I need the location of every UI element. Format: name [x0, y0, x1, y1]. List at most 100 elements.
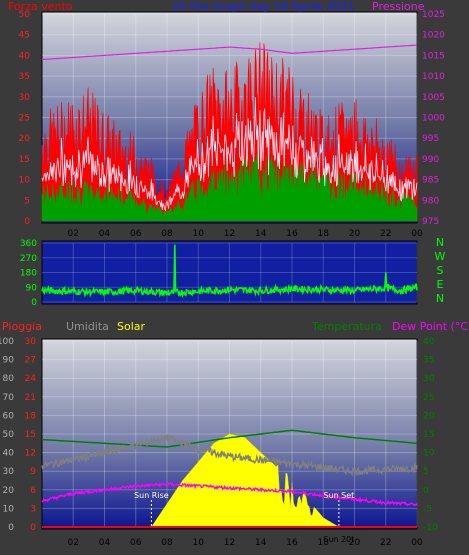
p3-ytick-humidity: 90: [3, 356, 15, 366]
p1-ytick-left: 30: [19, 93, 31, 103]
pressure-series: [41, 44, 418, 61]
temperature-series: [41, 429, 418, 448]
p3-ytick-temp: 10: [423, 449, 435, 459]
p1-xtick: 06: [130, 229, 142, 239]
p3-ytick-humidity: 100: [0, 337, 14, 347]
panel3-label-humidity: Umidita: [66, 320, 109, 333]
p2-compass-label: S: [437, 264, 444, 277]
p3-xtick: 10: [193, 538, 205, 548]
p1-ytick-left: 50: [19, 10, 31, 20]
wind-avg-series: [41, 153, 418, 222]
p3-ytick-temp: 35: [423, 356, 434, 366]
p1-ytick-left: 15: [19, 155, 30, 165]
p1-xtick: 14: [255, 229, 267, 239]
p2-compass-label: W: [435, 250, 446, 263]
p3-ytick-temp: 0: [423, 486, 429, 496]
panel3-label-solar: Solar: [117, 320, 146, 333]
p3-ytick-humidity: 20: [3, 486, 15, 496]
p1-xtick: 20: [349, 229, 361, 239]
p1-ytick-left: 25: [19, 114, 30, 124]
p1-ytick-left: 5: [24, 196, 30, 206]
panel2-marks: [41, 244, 418, 299]
p3-ytick-humidity: 30: [3, 467, 15, 477]
p2-ytick: 360: [20, 239, 37, 249]
p1-ytick-right: 995: [422, 134, 439, 144]
p3-xtick: 12: [224, 538, 235, 548]
p3-xtick: 20: [349, 538, 361, 548]
p1-ytick-right: 975: [422, 217, 439, 227]
p3-ytick-temp: 25: [423, 393, 434, 403]
p3-xtick: 14: [255, 538, 267, 548]
p3-ytick-humidity: 80: [3, 374, 15, 384]
p3-ytick-rain: 30: [25, 337, 37, 347]
p2-compass-label: N: [436, 236, 444, 249]
p1-ytick-right: 1005: [422, 93, 445, 103]
p3-xtick: 02: [68, 538, 79, 548]
p2-ytick: 180: [20, 269, 37, 279]
p3-ytick-rain: 6: [30, 486, 36, 496]
p2-compass-label: N: [436, 292, 444, 305]
p3-xtick: 06: [130, 538, 142, 548]
p3-ytick-rain: 0: [30, 523, 36, 533]
p2-ytick: 270: [20, 254, 37, 264]
p3-xtick: 16: [286, 538, 298, 548]
p1-ytick-left: 45: [19, 31, 30, 41]
p3-ytick-temp: 30: [423, 374, 435, 384]
wind-direction-series: [41, 244, 418, 299]
p3-xtick: 22: [380, 538, 391, 548]
p3-ytick-rain: 15: [25, 430, 36, 440]
p3-ytick-temp: -10: [423, 523, 438, 533]
p2-compass-label: E: [437, 278, 444, 291]
p3-ytick-temp: 20: [423, 411, 435, 421]
panel3-marks: Sun Rise Sun Set Sun 20t: [41, 429, 418, 544]
sun-annotation: Sun Rise: [134, 491, 169, 500]
p3-xtick: 00: [411, 538, 423, 548]
p3-ytick-rain: 27: [25, 356, 36, 366]
dewpoint-series: [41, 481, 418, 507]
p2-ytick: 90: [26, 283, 38, 293]
p1-ytick-left: 35: [19, 72, 30, 82]
panel2-grid: [42, 242, 418, 303]
p3-ytick-humidity: 0: [8, 523, 14, 533]
wind-mean-line: [41, 97, 418, 212]
p1-ytick-left: 40: [19, 51, 31, 61]
p3-ytick-humidity: 40: [3, 449, 15, 459]
p1-xtick: 02: [68, 229, 79, 239]
p3-xtick: 08: [161, 538, 173, 548]
p1-ytick-right: 990: [422, 155, 439, 165]
p1-ytick-right: 1010: [422, 72, 445, 82]
panel3-label-rain: Pioggia: [2, 320, 42, 333]
p1-ytick-right: 985: [422, 176, 439, 186]
p3-ytick-rain: 9: [30, 467, 36, 477]
p1-xtick: 10: [193, 229, 205, 239]
p3-ytick-temp: 5: [423, 467, 429, 477]
panel1-marks: [41, 42, 418, 222]
p1-ytick-left: 20: [19, 134, 31, 144]
p3-ytick-temp: 40: [423, 337, 435, 347]
p1-ytick-right: 1020: [422, 31, 445, 41]
sun-annotation: Sun Set: [323, 491, 354, 500]
p1-xtick: 08: [161, 229, 173, 239]
p2-ytick: 0: [31, 298, 37, 308]
p3-ytick-rain: 18: [25, 411, 37, 421]
p3-ytick-rain: 3: [30, 504, 36, 514]
p3-ytick-rain: 12: [25, 449, 36, 459]
wind-gust-series: [41, 42, 418, 222]
panel1-title: 24 Ore Graph day 18 Aprile 2021: [172, 0, 355, 13]
panel1-ylabel-left: Forza vento: [8, 0, 73, 13]
panel1-ylabel-right: Pressione: [372, 0, 425, 13]
p1-ytick-right: 1000: [422, 114, 445, 124]
p3-xtick: 04: [99, 538, 111, 548]
p1-ytick-left: 10: [19, 176, 31, 186]
p3-ytick-humidity: 60: [3, 411, 15, 421]
p1-ytick-right: 1015: [422, 51, 445, 61]
sun-annotation: Sun 20t: [323, 535, 354, 544]
p1-xtick: 18: [318, 229, 330, 239]
p1-xtick: 16: [286, 229, 298, 239]
p3-ytick-rain: 21: [25, 393, 36, 403]
p3-ytick-humidity: 70: [3, 393, 15, 403]
